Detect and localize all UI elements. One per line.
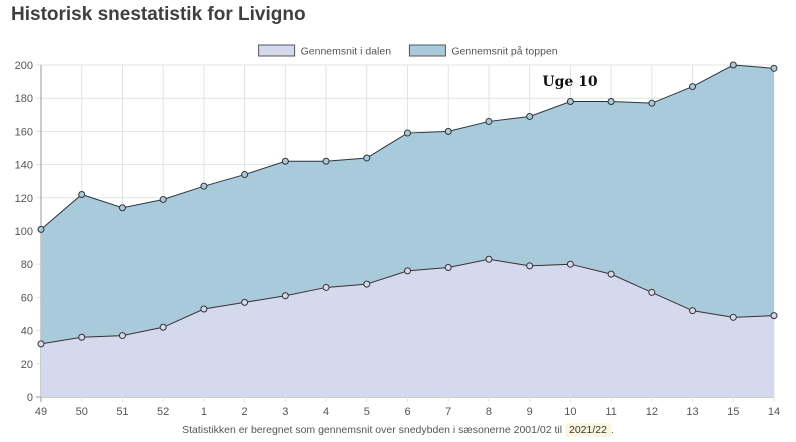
data-point[interactable] (689, 307, 697, 315)
data-point[interactable] (566, 260, 574, 268)
y-tick-label: 140 (15, 160, 33, 172)
x-tick-label: 5 (364, 406, 370, 418)
data-points (37, 61, 778, 348)
x-tick-label: 50 (76, 406, 88, 418)
data-point[interactable] (200, 305, 208, 313)
x-tick-label: 6 (404, 406, 410, 418)
data-point[interactable] (200, 182, 208, 190)
data-point[interactable] (37, 225, 45, 233)
data-point[interactable] (78, 333, 86, 341)
data-point[interactable] (485, 255, 493, 263)
x-tick-label: 15 (727, 406, 739, 418)
legend-label: Gennemsnit i dalen (301, 46, 392, 58)
x-tick-label: 9 (527, 406, 533, 418)
data-point[interactable] (241, 171, 249, 179)
data-point[interactable] (729, 61, 737, 69)
annotations: Uge 10 (542, 74, 598, 90)
data-point[interactable] (322, 157, 330, 165)
data-point[interactable] (78, 190, 86, 198)
legend-label: Gennemsnit på toppen (451, 46, 557, 58)
x-tick-label: 7 (445, 406, 451, 418)
page-title: Historisk snestatistik for Livigno (11, 4, 306, 25)
x-tick-label: 49 (35, 406, 47, 418)
y-tick-label: 0 (27, 392, 33, 404)
data-point[interactable] (607, 270, 615, 278)
data-point[interactable] (363, 154, 371, 162)
y-tick-label: 40 (21, 326, 33, 338)
data-point[interactable] (322, 283, 330, 291)
data-point[interactable] (648, 288, 656, 296)
y-tick-label: 120 (15, 193, 33, 205)
data-point[interactable] (689, 83, 697, 91)
data-point[interactable] (118, 332, 126, 340)
legend-swatch (258, 44, 296, 57)
data-point[interactable] (770, 64, 778, 72)
data-point[interactable] (159, 195, 167, 203)
y-tick-label: 20 (21, 359, 33, 371)
data-point[interactable] (118, 204, 126, 212)
data-point[interactable] (770, 312, 778, 320)
data-point[interactable] (648, 99, 656, 107)
data-point[interactable] (363, 280, 371, 288)
legend[interactable]: Gennemsnit i dalen Gennemsnit på toppen (258, 44, 558, 58)
x-tick-label: 1 (201, 406, 207, 418)
data-point[interactable] (404, 267, 411, 275)
data-point[interactable] (281, 157, 289, 165)
data-point[interactable] (444, 264, 452, 272)
data-point[interactable] (566, 98, 574, 106)
area-valley (41, 259, 774, 397)
legend-item[interactable]: Gennemsnit på toppen (408, 44, 558, 58)
data-point[interactable] (281, 292, 289, 300)
data-point[interactable] (444, 127, 452, 135)
data-point[interactable] (729, 313, 737, 321)
footnote-end: . (610, 424, 614, 436)
week-annotation: Uge 10 (542, 74, 598, 90)
series-areas (41, 65, 774, 397)
y-tick-label: 160 (15, 126, 33, 138)
x-tick-label: 52 (157, 406, 169, 418)
x-tick-label: 11 (605, 406, 616, 418)
legend-swatch (408, 44, 446, 57)
data-point[interactable] (607, 98, 615, 106)
x-tick-label: 14 (768, 406, 780, 418)
x-tick-label: 12 (646, 406, 658, 418)
y-tick-label: 60 (21, 292, 33, 304)
x-tick-label: 4 (323, 406, 329, 418)
season-badge: 2021/22 (565, 423, 611, 437)
x-tick-label: 10 (564, 406, 576, 418)
footnote: Statistikken er beregnet som gennemsnit … (0, 423, 796, 437)
y-tick-label: 80 (21, 259, 33, 271)
x-tick-label: 13 (686, 406, 698, 418)
y-tick-label: 200 (15, 60, 33, 72)
y-tick-label: 100 (15, 226, 33, 238)
data-point[interactable] (37, 340, 45, 348)
data-point[interactable] (485, 117, 493, 125)
y-tick-label: 180 (15, 93, 33, 105)
data-point[interactable] (241, 298, 249, 306)
x-tick-label: 3 (282, 406, 288, 418)
x-tick-label: 2 (242, 406, 248, 418)
data-point[interactable] (404, 129, 411, 137)
data-point[interactable] (526, 262, 534, 270)
x-tick-label: 8 (486, 406, 492, 418)
legend-item[interactable]: Gennemsnit i dalen (258, 44, 392, 58)
x-tick-label: 51 (116, 406, 128, 418)
data-point[interactable] (526, 112, 534, 120)
footnote-text: Statistikken er beregnet som gennemsnit … (182, 424, 563, 436)
data-point[interactable] (159, 323, 167, 331)
